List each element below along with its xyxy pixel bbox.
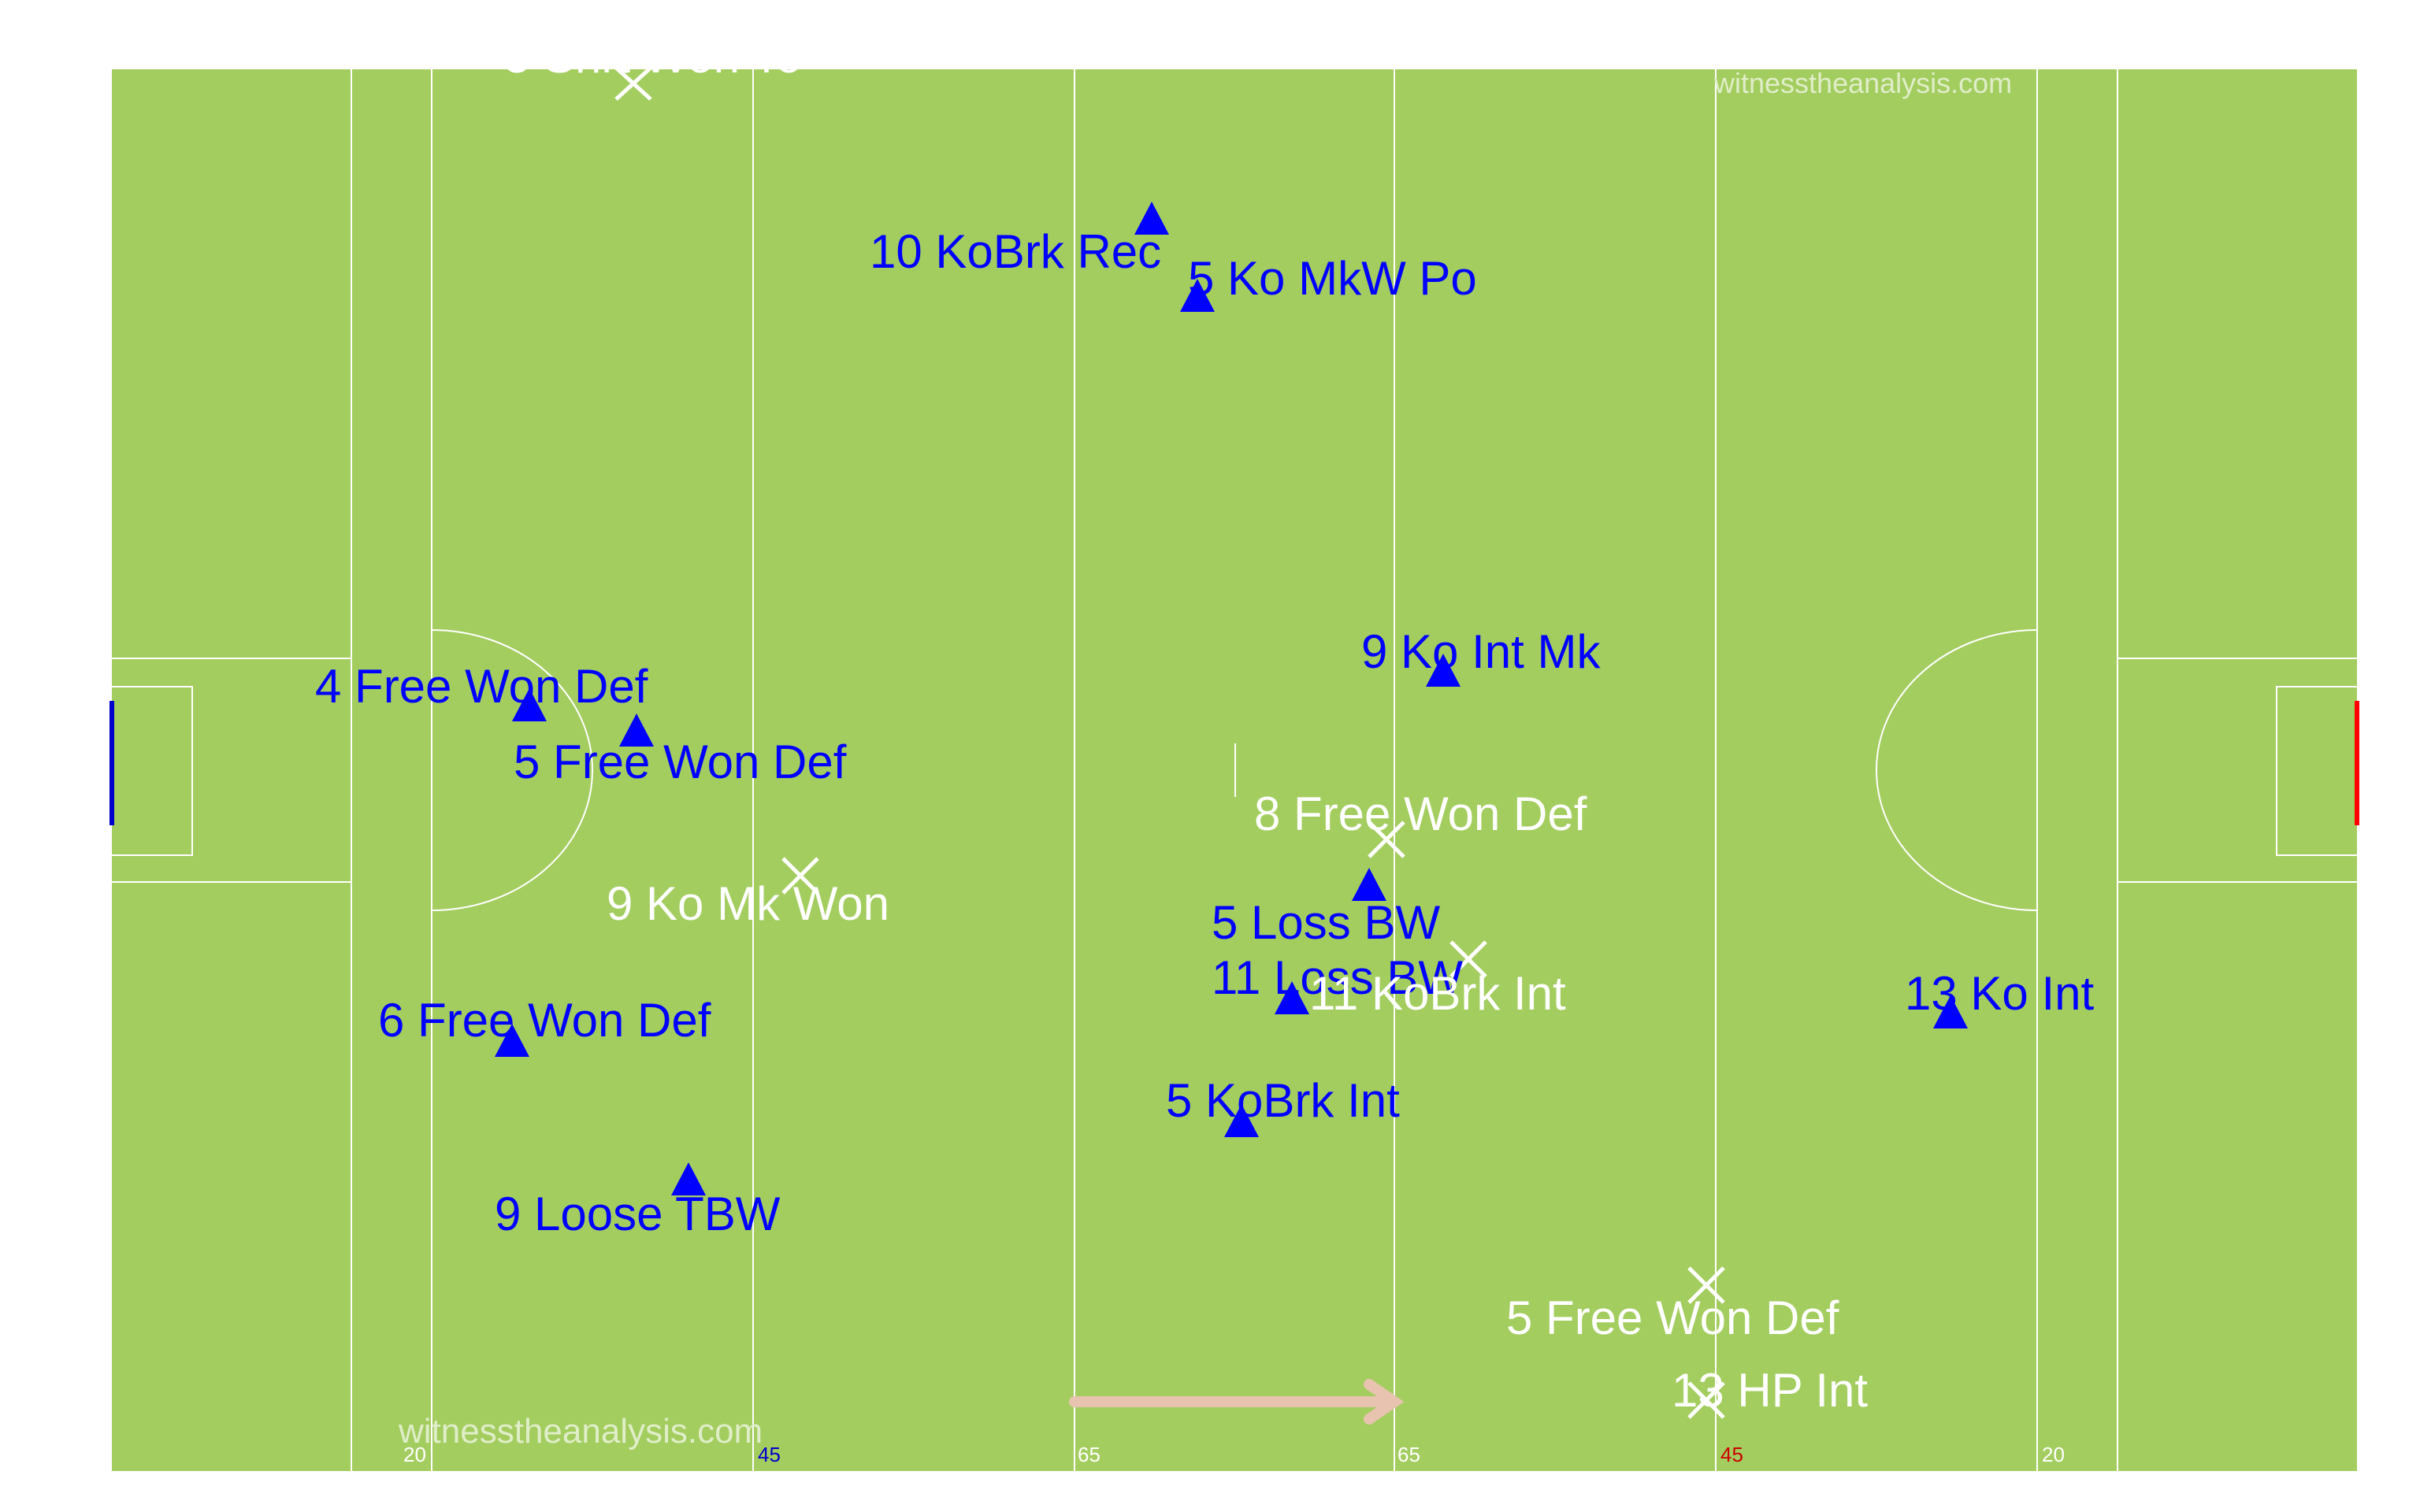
event-label: 9 Loose TBW <box>495 1188 781 1240</box>
event-label: 4 Free Won Def <box>315 660 648 713</box>
x-marker-icon <box>614 66 652 101</box>
pitch-lines <box>112 69 2357 1471</box>
event-label: 5 KoBrk Int <box>1166 1074 1400 1127</box>
event-markers <box>495 66 1968 1419</box>
event-label: 6 Free Won Def <box>378 994 711 1047</box>
arc-left <box>431 629 593 911</box>
triangle-marker-icon <box>495 1024 529 1057</box>
large-rect-right <box>2117 658 2357 883</box>
event-label: 8 Free Won Def <box>1254 788 1587 840</box>
event-label: 13 Ko Int <box>1905 967 2095 1020</box>
event-label: 10 KoBrk Rec <box>870 225 1161 278</box>
event-label: 11 Loss BW <box>1212 951 1463 1004</box>
line-label: 20 <box>2042 1443 2065 1466</box>
watermark-bottom: witnesstheanalysis.com <box>398 1412 763 1451</box>
x-marker-icon <box>1687 1381 1725 1419</box>
watermark-top: witnesstheanalysis.com <box>1713 67 2012 99</box>
triangle-marker-icon <box>1426 654 1461 687</box>
event-label: 13 HP Int <box>1672 1364 1868 1417</box>
event-label: 11 KoBrk Int <box>1309 967 1566 1020</box>
event-label: 9 Ko Mk Won <box>607 877 889 930</box>
triangle-marker-icon <box>619 713 654 747</box>
arc-right <box>1876 629 2038 911</box>
line-label: 65 <box>1078 1443 1101 1466</box>
x-marker-icon <box>1687 1266 1725 1304</box>
x-marker-icon <box>781 857 819 895</box>
direction-arrow-icon <box>1069 1379 1405 1425</box>
event-label: 9 Ko Int Mk <box>1361 625 1601 678</box>
line-label: 20 <box>403 1443 426 1466</box>
triangle-marker-icon <box>671 1162 706 1195</box>
line-label: 45 <box>758 1443 781 1466</box>
line-label: 45 <box>1720 1443 1743 1466</box>
event-label: 5 Ko MkW Po <box>1188 252 1477 305</box>
large-rect-left <box>112 658 352 883</box>
x-marker-icon <box>1368 821 1405 858</box>
triangle-marker-icon <box>1933 995 1968 1028</box>
line-labels: 20 45 65 65 45 20 <box>403 1443 2065 1466</box>
triangle-marker-icon <box>512 688 547 721</box>
event-label: 5 Loss BW <box>1212 896 1440 949</box>
line-label: 65 <box>1397 1443 1420 1466</box>
triangle-marker-icon <box>1224 1104 1259 1137</box>
event-labels: 5 Shrt Won To 10 KoBrk Rec 5 Ko MkW Po 9… <box>315 30 2095 1417</box>
x-marker-icon <box>1449 940 1487 978</box>
triangle-marker-icon <box>1275 981 1309 1014</box>
top-margin <box>0 0 2420 52</box>
event-label: 5 Free Won Def <box>1506 1292 1839 1344</box>
triangle-marker-icon <box>1180 279 1215 312</box>
triangle-marker-icon <box>1134 202 1169 235</box>
small-rect-right <box>2276 686 2357 856</box>
small-rect-left <box>112 686 193 856</box>
event-label: 5 Free Won Def <box>514 736 847 788</box>
triangle-marker-icon <box>1352 868 1386 901</box>
